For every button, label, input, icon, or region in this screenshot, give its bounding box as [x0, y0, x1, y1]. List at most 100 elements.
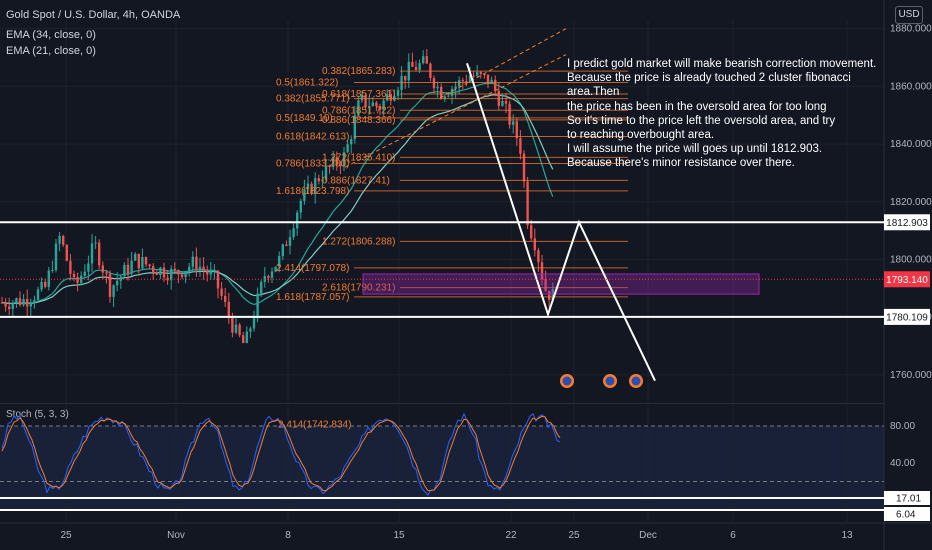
- y-tick-label: 1760.000: [890, 370, 932, 381]
- candle-body: [371, 102, 374, 107]
- ema-21-line: [1, 82, 554, 306]
- sr-level-tag: [884, 308, 930, 325]
- candle-body: [281, 244, 284, 257]
- candle-body: [152, 266, 155, 273]
- candle-body: [184, 271, 187, 278]
- candle-body: [375, 102, 378, 107]
- candle-body: [65, 244, 68, 261]
- candle-body: [123, 264, 126, 277]
- candle-body: [188, 266, 191, 272]
- projection-path: [466, 62, 656, 382]
- stoch-d-line: [1, 415, 561, 492]
- candle-body: [18, 298, 22, 306]
- candle-body: [51, 270, 54, 272]
- candle-body: [227, 301, 230, 317]
- candle-body: [432, 78, 436, 89]
- fib-level-label: 2.414(1742.834): [278, 419, 351, 430]
- candle-body: [368, 106, 371, 108]
- candle-body: [548, 290, 551, 300]
- stochastic-panel: Stoch (5, 3, 3) 80.00 40.00 17.01 6.04: [0, 409, 930, 521]
- candle-body: [454, 86, 457, 90]
- economic-event-icon-inner: [631, 376, 641, 386]
- stoch-legend: Stoch (5, 3, 3): [6, 409, 69, 420]
- candle-body: [94, 242, 97, 244]
- candle-body: [461, 80, 464, 82]
- candle-body: [425, 56, 428, 64]
- candle-body: [476, 72, 479, 76]
- candle-body: [537, 250, 540, 263]
- candle-body: [105, 272, 108, 274]
- x-tick-label: 22: [505, 530, 517, 541]
- candle-body: [342, 152, 346, 166]
- candle-body: [436, 86, 439, 89]
- candle-body: [72, 273, 76, 278]
- stoch-value-tag: [884, 507, 930, 521]
- sr-level-tag-text: 1780.109: [886, 312, 928, 323]
- candle-body: [472, 75, 475, 77]
- x-tick-label: 8: [285, 530, 291, 541]
- panel-divider: [0, 403, 884, 404]
- candle-body: [126, 264, 130, 274]
- trend-channel-lower: [344, 54, 567, 168]
- x-tick-label: Nov: [167, 530, 185, 541]
- candle-body: [0, 302, 4, 304]
- candle-body: [357, 100, 360, 116]
- candle-body: [515, 121, 518, 139]
- candle-body: [238, 324, 241, 336]
- candle-body: [180, 274, 184, 278]
- candle-body: [465, 80, 468, 82]
- fib-level-label: 0.5(1861.322): [276, 78, 338, 89]
- candle-body: [447, 95, 450, 97]
- analysis-annotation: I predict gold market will make bearish …: [567, 58, 877, 170]
- candle-body: [170, 268, 173, 281]
- fib-level-label: 1.618(1823.798): [276, 186, 349, 197]
- candle-body: [198, 266, 202, 271]
- candle-body: [382, 100, 385, 110]
- economic-event-icon-inner: [605, 376, 615, 386]
- candle-body: [422, 56, 425, 64]
- candle-body: [490, 79, 493, 84]
- candle-body: [508, 103, 511, 125]
- candle-body: [353, 115, 356, 140]
- stoch-tick-label: 40.00: [890, 458, 915, 469]
- x-tick-label: 6: [730, 530, 736, 541]
- candle-body: [332, 157, 335, 167]
- candle-body: [101, 265, 104, 273]
- candle-body: [414, 66, 418, 71]
- candle-body: [501, 100, 504, 106]
- candle-body: [191, 256, 194, 267]
- candle-body: [44, 281, 47, 287]
- candle-body: [148, 264, 151, 267]
- candle-body: [526, 181, 529, 226]
- candle-body: [450, 89, 454, 96]
- currency-button[interactable]: USD: [895, 6, 923, 24]
- candle-body: [116, 280, 119, 286]
- candle-body: [350, 139, 353, 145]
- x-tick-label: 15: [393, 530, 405, 541]
- candle-body: [328, 165, 331, 167]
- fib-level-label: 1.272(1835.410): [322, 152, 395, 163]
- candle-body: [324, 165, 328, 180]
- candle-body: [112, 285, 115, 297]
- candle-body: [389, 94, 392, 101]
- stoch-value-tag: [884, 491, 930, 505]
- drawings: [0, 28, 884, 388]
- ema-21-legend: EMA (21, close, 0): [6, 45, 96, 57]
- y-tick-label: 1840.000: [890, 139, 932, 150]
- stoch-value-tag-text: 17.01: [896, 494, 921, 505]
- current-price-tag-text: 1793.140: [886, 275, 928, 286]
- candle-body: [252, 318, 256, 329]
- candle-body: [468, 75, 472, 82]
- candle-body: [134, 253, 137, 261]
- candle-body: [443, 96, 446, 99]
- candle-body: [166, 277, 169, 281]
- candles: [0, 49, 554, 344]
- candle-body: [522, 153, 526, 182]
- candle-body: [267, 276, 270, 278]
- candle-body: [418, 63, 421, 71]
- candle-body: [4, 302, 7, 307]
- candle-body: [242, 335, 245, 343]
- ema-34-legend: EMA (34, close, 0): [6, 29, 96, 41]
- candle-body: [486, 74, 490, 84]
